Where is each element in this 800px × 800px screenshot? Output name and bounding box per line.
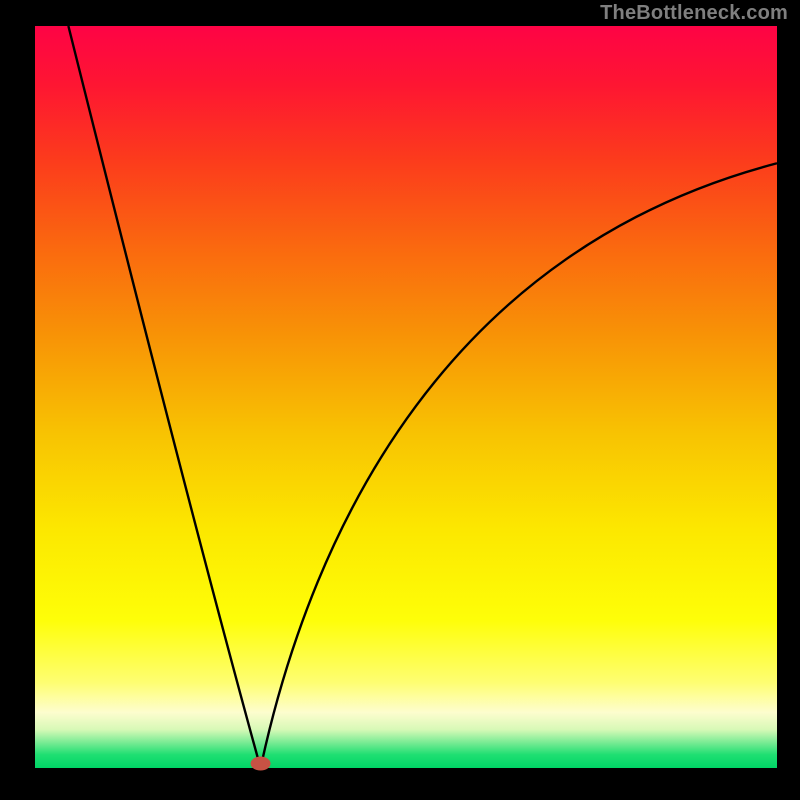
gradient-background — [35, 26, 777, 768]
watermark-text: TheBottleneck.com — [600, 2, 788, 25]
bottleneck-curve-chart — [0, 0, 800, 800]
chart-container: TheBottleneck.com — [0, 0, 800, 800]
minimum-marker — [251, 757, 271, 771]
